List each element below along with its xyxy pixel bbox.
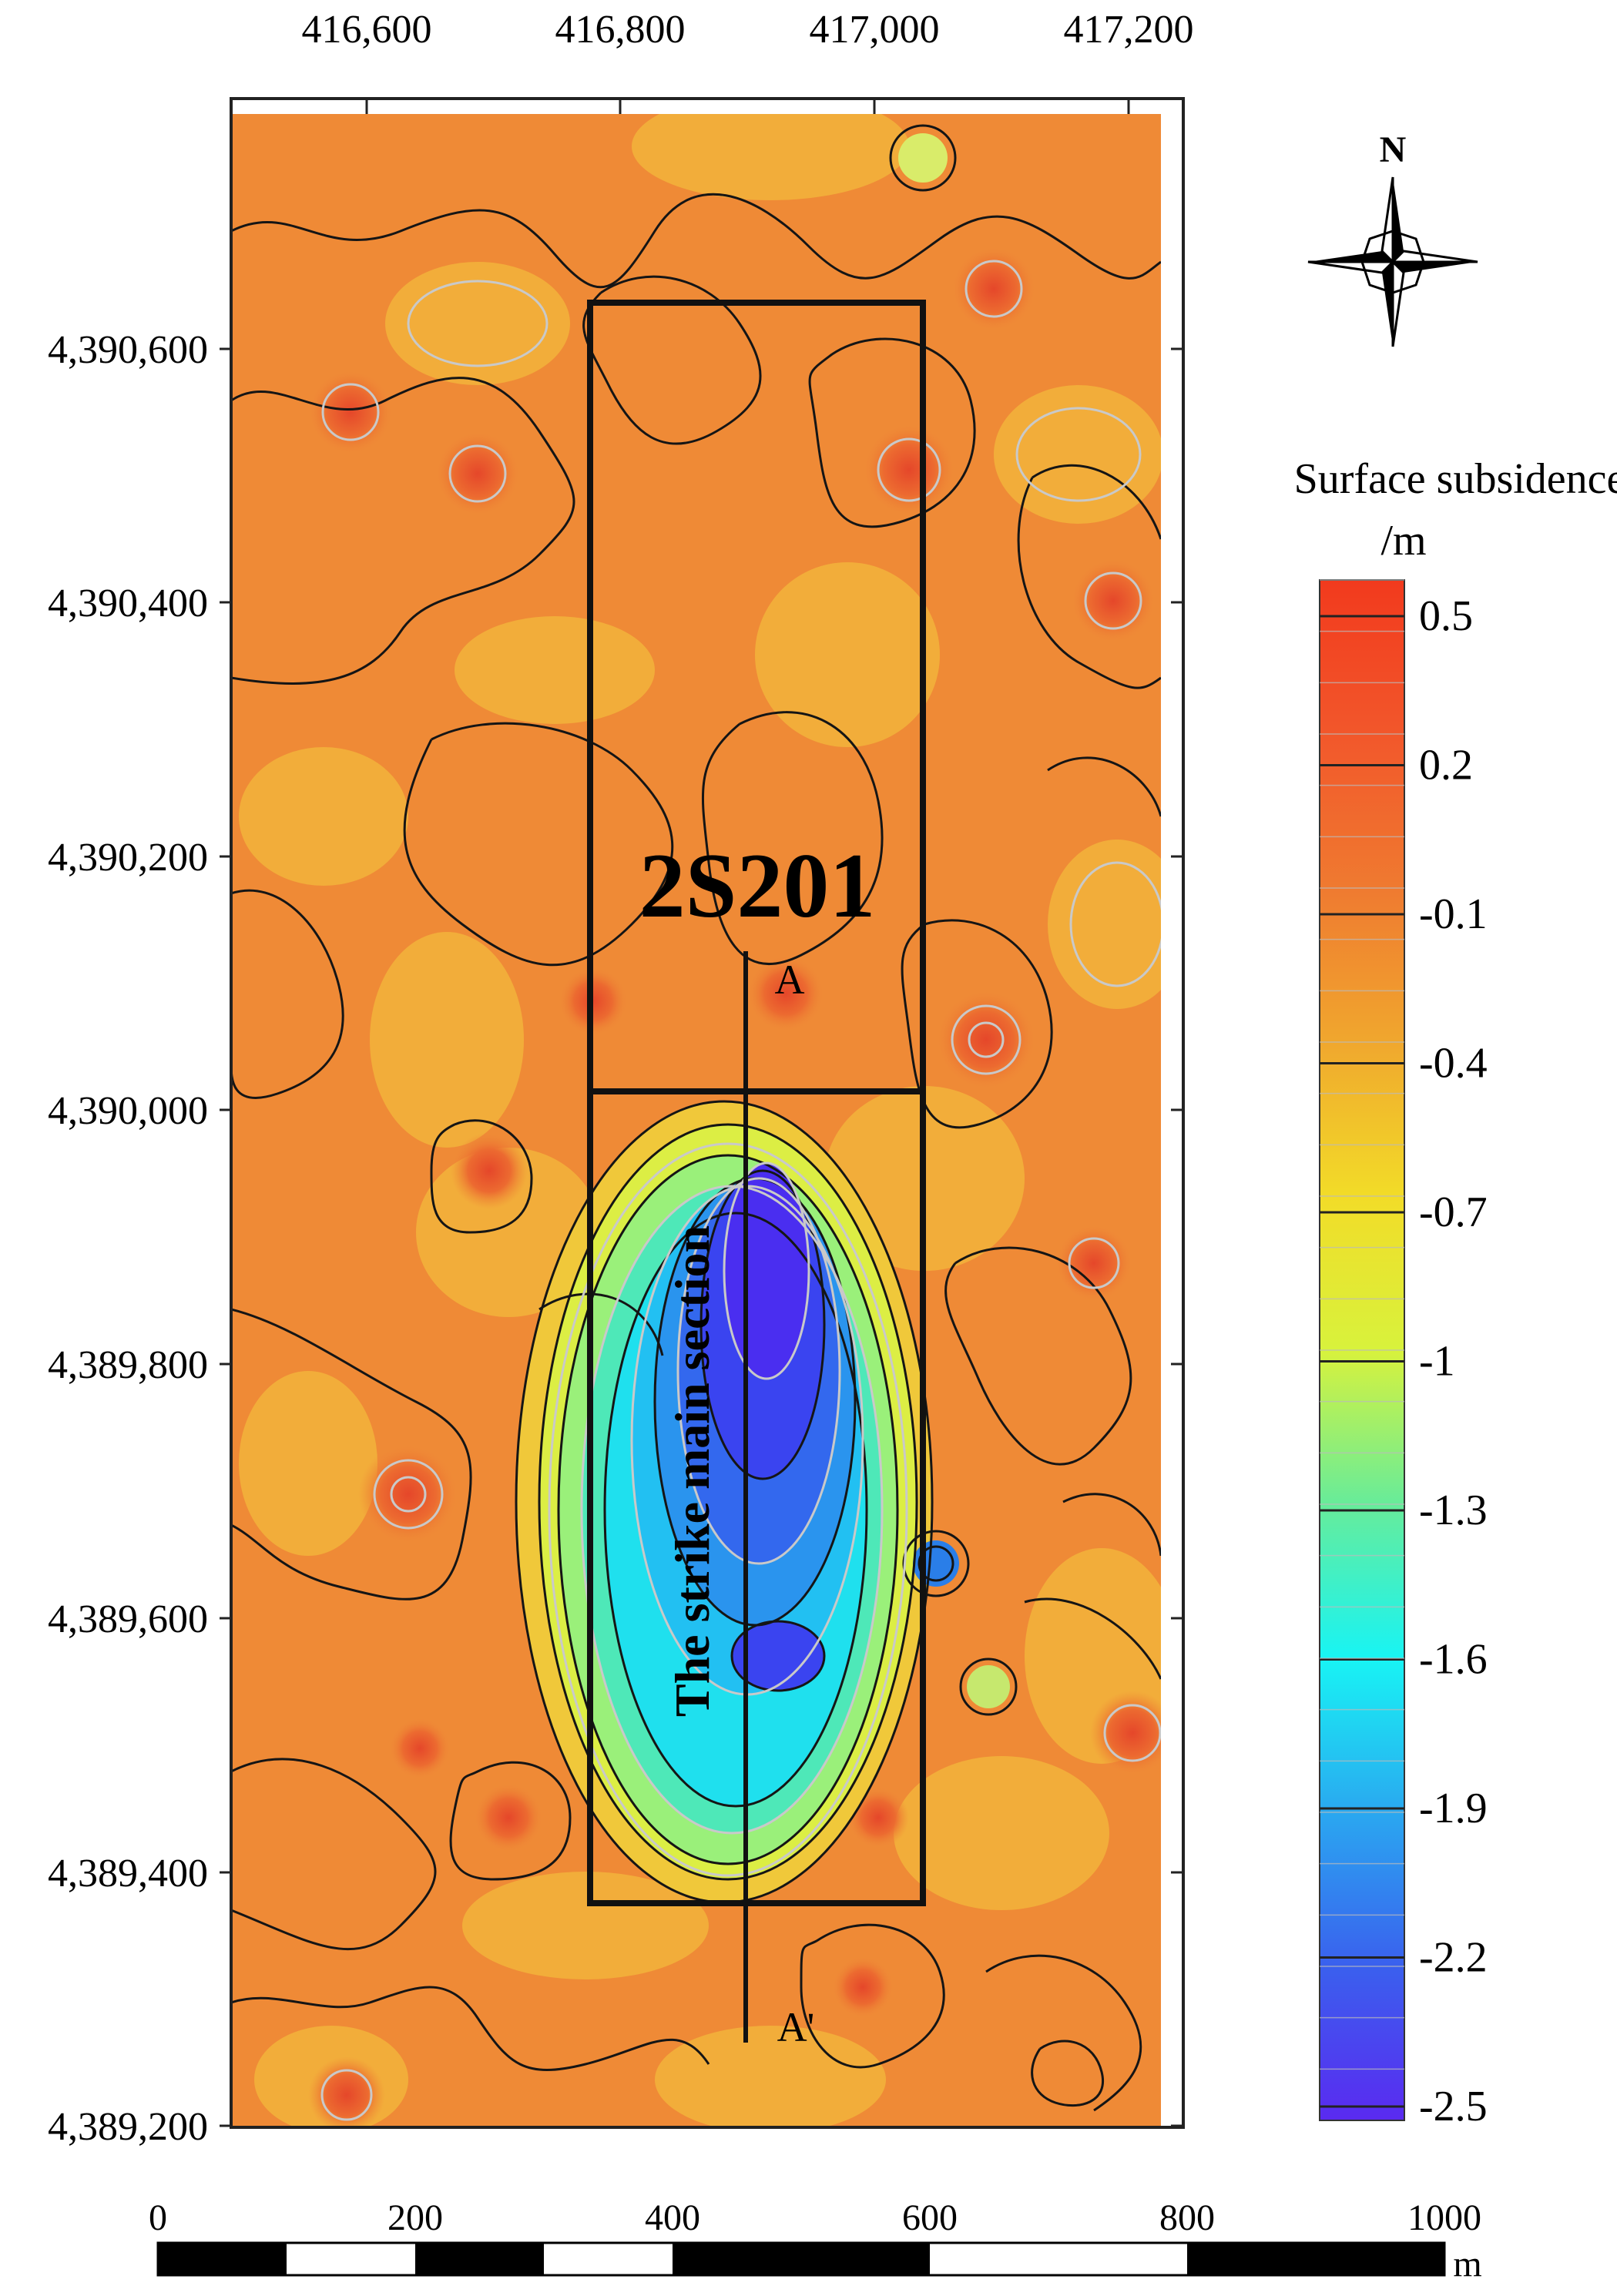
scale-bar-label: 800 [1159,2197,1215,2238]
colorbar-label: -0.7 [1419,1188,1488,1236]
y-tick-label: 4,390,400 [48,582,208,625]
colorbar-label: -1.3 [1419,1487,1488,1534]
north-label: N [1380,129,1407,170]
colorbar [1319,579,1405,2121]
point-a-prime-label: A' [777,2004,815,2050]
scale-unit: m [1453,2244,1481,2284]
red-spots [308,246,1161,2127]
x-tick-label: 417,000 [810,8,940,52]
point-a-label: A [775,957,805,1003]
scale-bar-label: 600 [902,2197,958,2238]
light-zones [239,114,1161,2127]
legend-unit: /m [1380,517,1426,565]
colorbar-label: -1.6 [1419,1636,1488,1684]
panel-2s201 [587,300,926,1906]
scale-bar-label: 200 [387,2197,443,2238]
y-tick-label: 4,389,400 [48,1852,208,1895]
scale-bar-label: 400 [645,2197,700,2238]
scale-bar-segment [158,2243,287,2275]
scale-bar-segment [415,2243,544,2275]
colorbar-label: -2.2 [1419,1934,1488,1982]
map-layer [231,114,1161,2127]
panel-label: 2S201 [639,834,876,937]
x-tick-label: 416,800 [555,8,686,52]
scale-bar-segment [1187,2243,1444,2275]
y-tick-label: 4,389,800 [48,1343,208,1387]
map-frame [230,97,1185,2129]
section-label: The strike main section [665,1225,720,1717]
spot-east [967,1665,1010,1708]
y-tick-label: 4,390,000 [48,1089,208,1133]
y-tick-label: 4,389,200 [48,2105,208,2149]
x-tick-label: 417,200 [1064,8,1194,52]
colorbar-label: -1.9 [1419,1785,1488,1832]
y-axis: 4,390,600 4,390,400 4,390,200 4,390,000 4,38… [48,328,1183,2149]
colorbar-label: -0.4 [1419,1040,1488,1088]
y-tick-label: 4,390,200 [48,836,208,880]
colorbar-label: 0.2 [1419,742,1473,789]
north-arrow-icon [1307,176,1478,347]
legend-title: Surface subsidence [1294,455,1617,503]
x-tick-label: 416,600 [302,8,432,52]
scale-bar-label: 1000 [1407,2197,1481,2238]
scale-bar: 0 200 400 600 800 1000 [149,2197,1481,2277]
spot-north [898,133,948,183]
x-axis-top: 416,600 416,800 417,000 417,200 [302,8,1194,114]
scale-bar-label: 0 [149,2197,167,2238]
scale-bar-segment [673,2243,930,2275]
y-tick-label: 4,389,600 [48,1597,208,1641]
colorbar-label: -1 [1419,1338,1455,1386]
y-tick-label: 4,390,600 [48,328,208,372]
colorbar-label: 0.5 [1419,592,1473,640]
colorbar-labels: 0.5 0.2 -0.1 -0.4 -0.7 -1 -1.3 -1.6 -1.9 -2.2 -2.5 [1419,592,1488,2130]
colorbar-label: -2.5 [1419,2083,1488,2130]
colorbar-label: -0.1 [1419,890,1488,938]
panel-lower-rect [587,1088,926,1906]
contour-lines [231,124,1161,2112]
